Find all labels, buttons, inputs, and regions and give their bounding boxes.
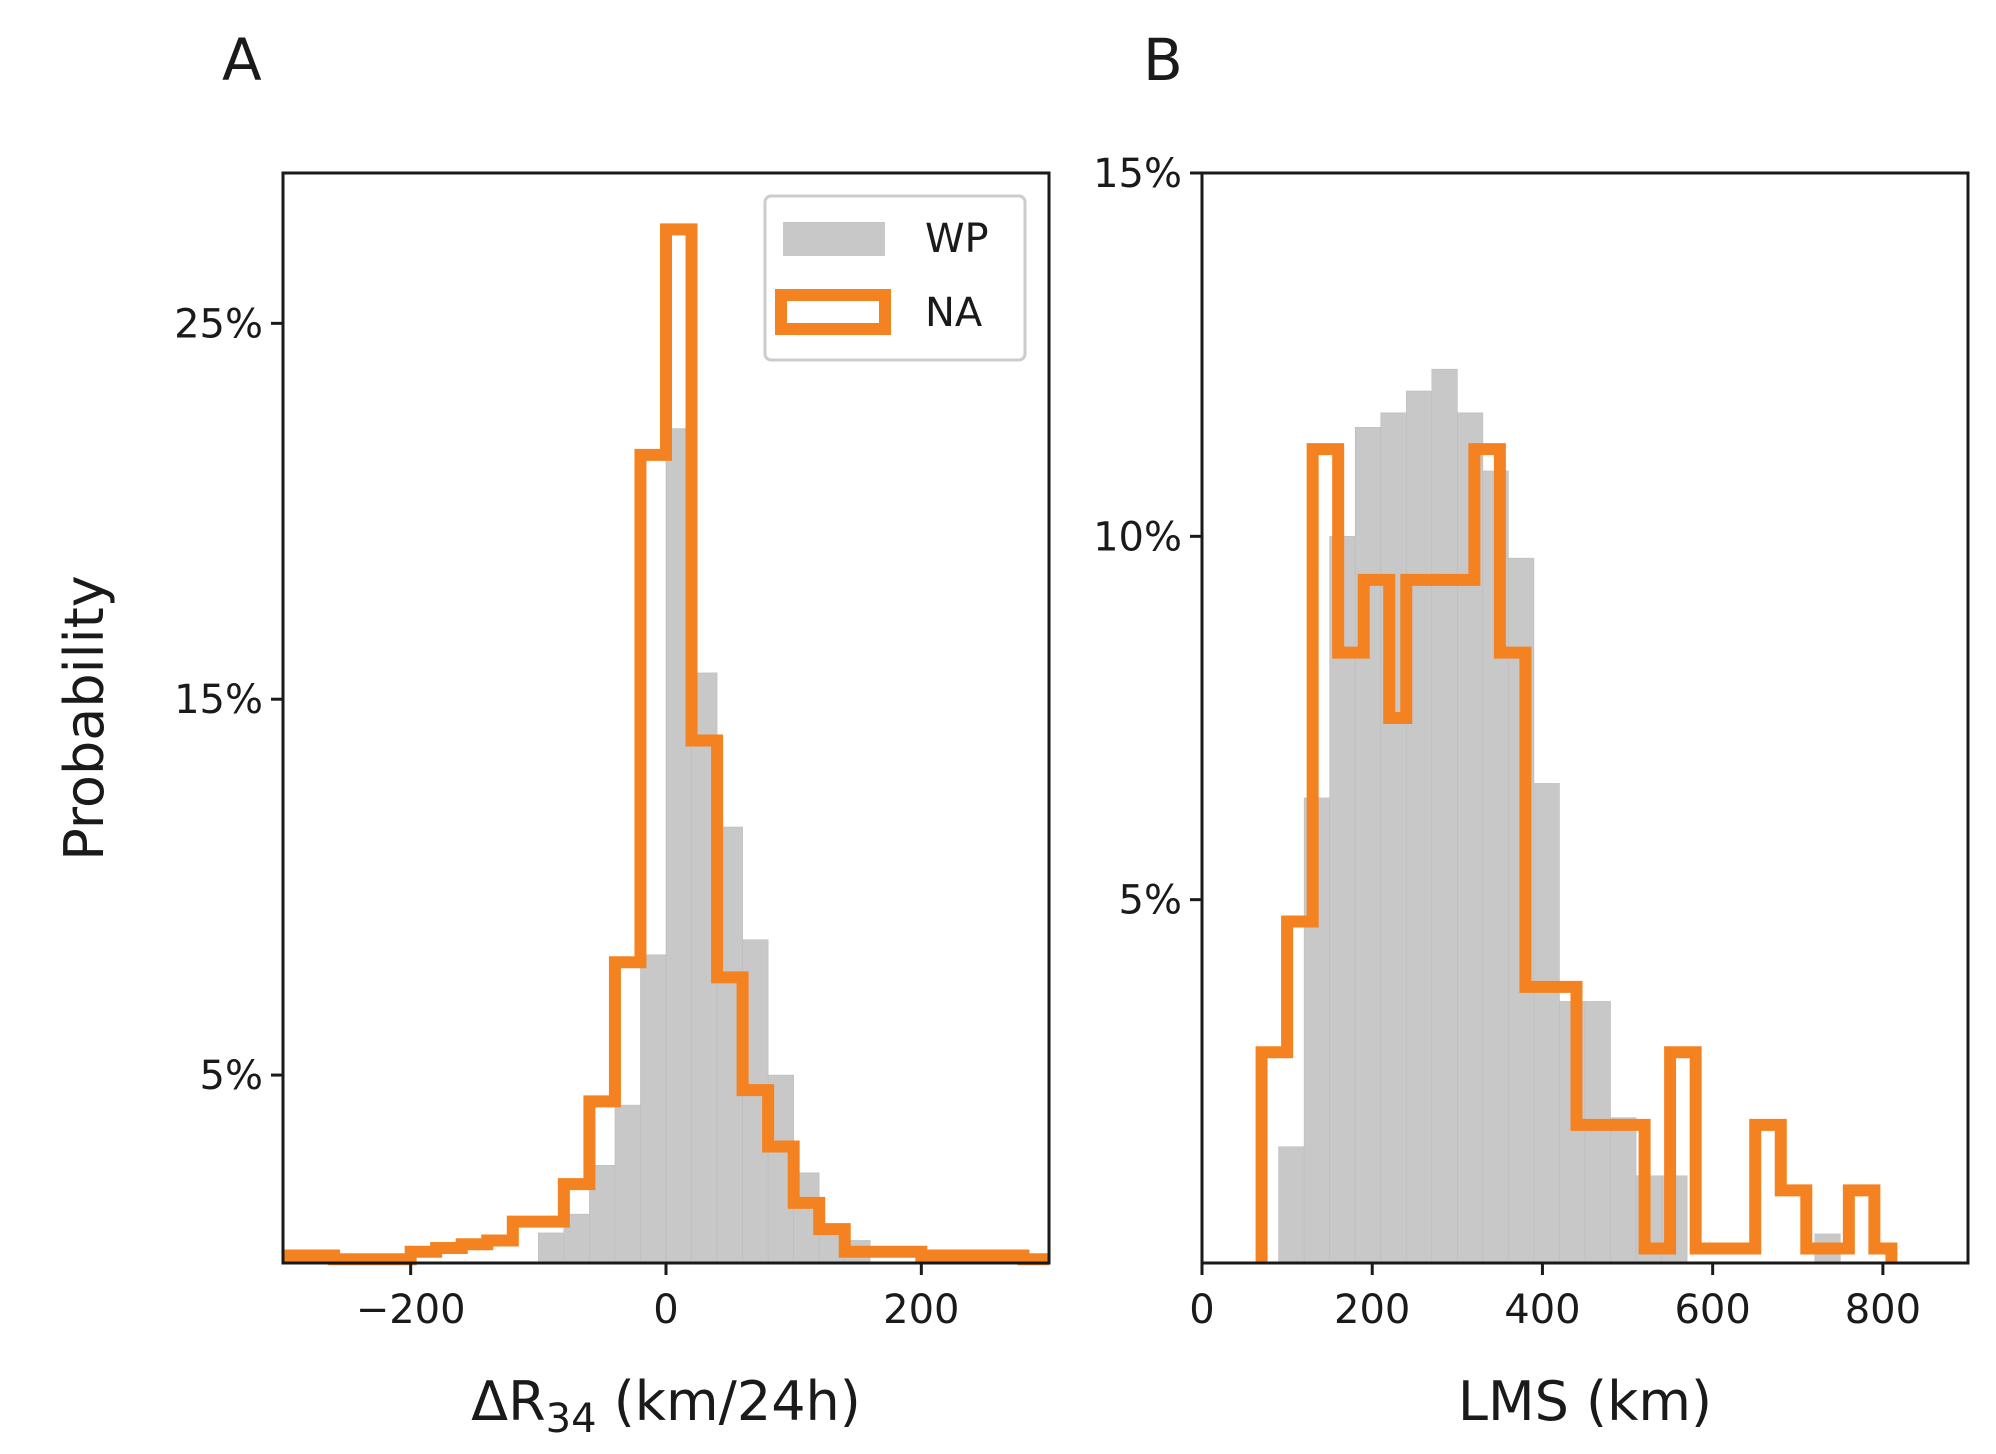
panel-a-na-step-line bbox=[283, 223, 1049, 1266]
panel-b-na-step-line bbox=[1255, 443, 1898, 1263]
panel-b-wp-bar-0 bbox=[1278, 1146, 1305, 1264]
panel-a-ylabel: Probability bbox=[53, 575, 116, 860]
panel-a-ytick-label-2: 25% bbox=[174, 301, 263, 347]
panel-b: B 0 200 400 600 800 5% 10% 15% LMS (km) bbox=[1093, 26, 1970, 1433]
panel-b-ticks: 0 200 400 600 800 5% 10% 15% bbox=[1093, 151, 1921, 1333]
panel-b-frame bbox=[1200, 171, 1970, 1265]
panel-a-label: A bbox=[222, 26, 262, 94]
panel-b-xtick-label-4: 800 bbox=[1845, 1287, 1921, 1333]
panel-b-wp-bar-12 bbox=[1584, 1001, 1611, 1264]
panel-b-xtick-label-3: 600 bbox=[1674, 1287, 1750, 1333]
panel-b-xtick-label-1: 200 bbox=[1334, 1287, 1410, 1333]
panel-a-wp-bar-3 bbox=[614, 1104, 641, 1264]
panel-b-ytick-label-0: 5% bbox=[1119, 878, 1182, 924]
legend-wp-swatch bbox=[783, 222, 885, 256]
panel-b-wp-bar-6 bbox=[1431, 368, 1458, 1264]
legend-na-label: NA bbox=[925, 290, 983, 336]
panel-b-label: B bbox=[1143, 26, 1183, 94]
panel-b-wp-bar-3 bbox=[1354, 427, 1382, 1264]
panel-a-xtick-label-2: 200 bbox=[883, 1287, 959, 1333]
panel-a-wp-bar-4 bbox=[640, 954, 667, 1264]
panel-b-xtick-label-0: 0 bbox=[1189, 1287, 1214, 1333]
panel-b-ytick-label-2: 15% bbox=[1093, 151, 1182, 197]
panel-b-wp-bars bbox=[1278, 368, 1841, 1264]
legend-wp-label: WP bbox=[925, 216, 989, 262]
legend: WP NA bbox=[763, 194, 1027, 362]
panel-b-wp-bar-10 bbox=[1533, 783, 1560, 1264]
panel-a-ytick-label-1: 15% bbox=[174, 677, 263, 723]
panel-b-wp-bar-4 bbox=[1380, 412, 1407, 1264]
panel-b-xtick-label-2: 400 bbox=[1504, 1287, 1580, 1333]
panel-b-xlabel: LMS (km) bbox=[1458, 1370, 1712, 1433]
panel-b-wp-bar-13 bbox=[1610, 1117, 1637, 1264]
panel-a: A −200 0 200 5% 15% 25% ΔR34 (km/24h) Probabi… bbox=[53, 26, 1051, 1442]
legend-na-swatch bbox=[775, 289, 891, 335]
panel-b-wp-bar-5 bbox=[1405, 390, 1433, 1264]
panel-a-xlabel: ΔR34 (km/24h) bbox=[471, 1370, 861, 1442]
panel-b-ytick-label-1: 10% bbox=[1093, 514, 1182, 560]
panel-a-ticks: −200 0 200 5% 15% 25% bbox=[174, 301, 959, 1333]
panel-a-xtick-label-1: 0 bbox=[653, 1287, 678, 1333]
panel-a-xtick-label-0: −200 bbox=[356, 1287, 466, 1333]
panel-a-ytick-label-0: 5% bbox=[200, 1053, 263, 1099]
panel-a-wp-bar-0 bbox=[538, 1232, 565, 1264]
